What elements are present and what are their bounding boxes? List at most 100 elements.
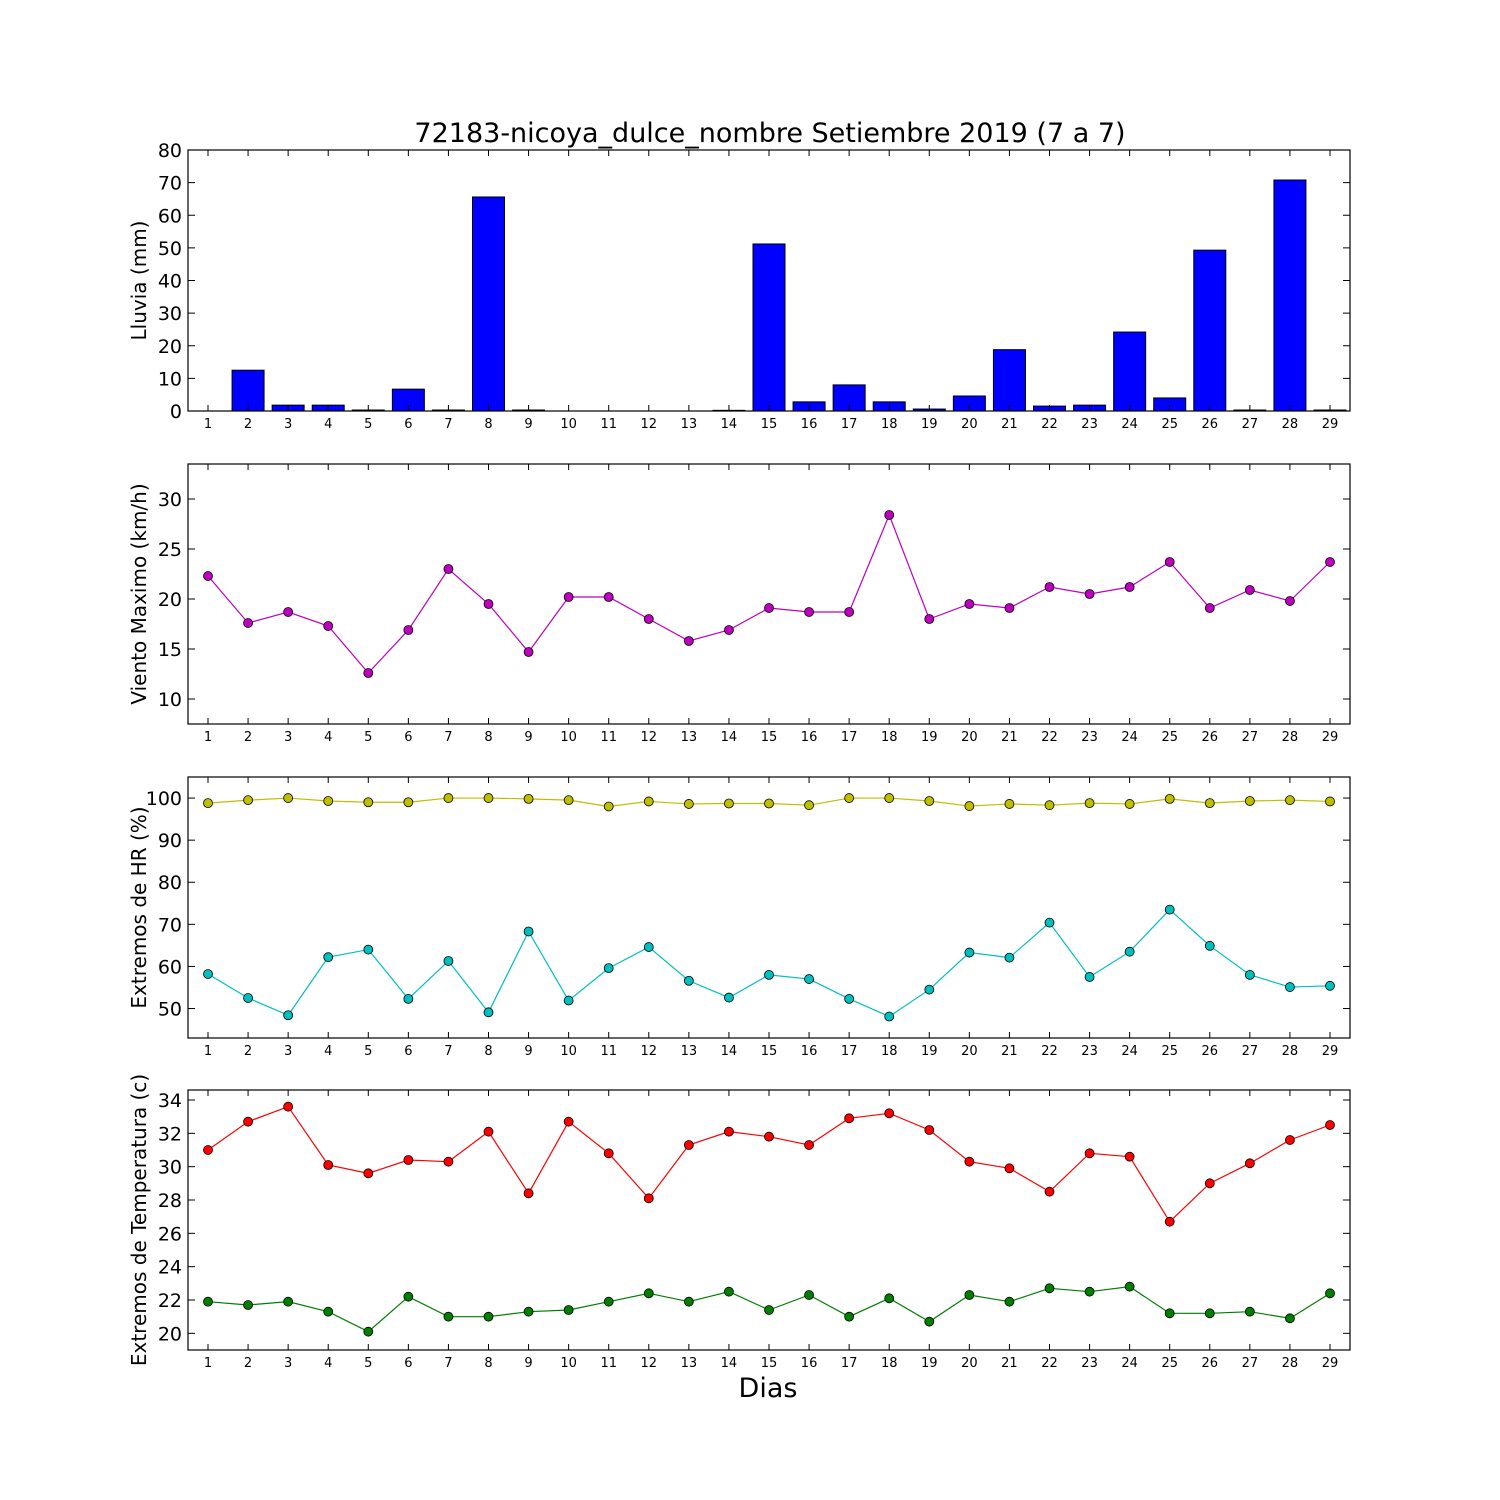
x-tick-label: 8 [484, 730, 492, 745]
x-tick-label: 13 [681, 730, 698, 745]
temperatura-series-0-point-2 [243, 1116, 253, 1127]
x-tick-label: 19 [921, 730, 938, 745]
x-tick-label: 25 [1161, 1044, 1178, 1059]
bar-day-21 [992, 349, 1026, 412]
viento-series-0-point-14 [724, 625, 734, 635]
hr-series-1-line [207, 908, 1331, 1018]
y-tick-label: 15 [158, 639, 182, 661]
x-tick-label: 5 [364, 730, 372, 745]
hr-series-1-point-6 [403, 993, 414, 1004]
viento-series-0-point-7 [443, 564, 454, 574]
x-tick-label: 13 [681, 1044, 698, 1059]
temperatura-series-0-point-23 [1084, 1148, 1095, 1159]
x-tick-label: 17 [841, 1044, 858, 1059]
hr-series-1-point-26 [1204, 940, 1215, 951]
x-tick-label: 16 [801, 1044, 818, 1059]
hr-series-1-point-29 [1325, 980, 1335, 991]
viento-series-0-point-20 [964, 599, 975, 609]
hr-series-0-point-19 [924, 796, 935, 806]
x-tick-label: 1 [204, 1356, 212, 1371]
x-tick-label: 6 [404, 1044, 412, 1059]
hr-series-0-point-11 [603, 801, 614, 812]
x-tick-label: 18 [881, 1356, 898, 1371]
hr-series-1-point-14 [724, 992, 734, 1003]
x-tick-label: 24 [1121, 1044, 1138, 1059]
x-tick-label: 25 [1161, 1356, 1178, 1371]
temperatura-series-0-point-24 [1124, 1151, 1135, 1162]
hr-series-1-point-11 [603, 963, 614, 974]
y-tick-label: 30 [158, 1157, 182, 1179]
viento-series-0-point-24 [1124, 582, 1135, 592]
y-axis-label-viento: Viento Maximo (km/h) [127, 483, 151, 704]
viento-series-0-point-2 [243, 618, 253, 628]
viento-series-0-point-4 [323, 621, 334, 631]
x-tick-label: 7 [444, 417, 452, 432]
x-tick-label: 18 [881, 730, 898, 745]
hr-series-1-point-19 [924, 984, 935, 995]
temperatura-series-1-point-25 [1164, 1308, 1175, 1319]
hr-series-1-point-4 [323, 952, 334, 963]
x-tick-label: 10 [560, 1044, 577, 1059]
viento-series-0-point-16 [804, 607, 814, 617]
x-tick-label: 1 [204, 730, 212, 745]
temperatura-series-1-point-27 [1244, 1306, 1255, 1317]
y-axis-label-temperatura: Extremos de Temperatura (c) [127, 1074, 151, 1366]
temperatura-series-1-point-10 [563, 1305, 574, 1315]
temperatura-series-0-point-13 [683, 1140, 694, 1150]
hr-series-0-point-8 [483, 793, 494, 803]
viento-series-0-point-12 [643, 614, 654, 624]
y-axis-label-hr: Extremos de HR (%) [127, 806, 151, 1008]
hr-series-0-point-3 [283, 793, 294, 803]
temperatura-series-0-point-8 [483, 1126, 494, 1137]
temperatura-series-1-point-23 [1084, 1286, 1095, 1297]
viento-series-0-point-25 [1164, 557, 1175, 567]
hr-series-0-point-24 [1124, 799, 1135, 809]
hr-series-1-point-15 [764, 969, 774, 980]
x-tick-label: 7 [444, 1044, 452, 1059]
hr-series-0-point-18 [884, 793, 895, 803]
y-tick-label: 80 [158, 140, 182, 162]
temperatura-series-1-point-17 [844, 1311, 855, 1322]
temperatura-series-1-point-29 [1325, 1288, 1335, 1299]
x-tick-label: 29 [1322, 1044, 1339, 1059]
hr-series-1-point-5 [363, 944, 374, 955]
temperatura-series-1-point-2 [243, 1300, 253, 1310]
x-tick-label: 11 [600, 730, 617, 745]
hr-series-1-point-28 [1285, 982, 1295, 992]
x-tick-label: 3 [284, 730, 292, 745]
bar-day-2 [231, 369, 265, 412]
x-tick-label: 20 [961, 417, 978, 432]
x-tick-label: 14 [721, 730, 738, 745]
hr-series-1-point-12 [643, 942, 654, 952]
y-tick-label: 34 [158, 1090, 182, 1112]
x-tick-label: 8 [484, 417, 492, 432]
x-tick-label: 23 [1081, 417, 1098, 432]
x-tick-label: 22 [1041, 730, 1058, 745]
x-tick-label: 19 [921, 1356, 938, 1371]
viento-series-0-point-13 [683, 636, 694, 646]
viento-series-0-point-6 [403, 625, 414, 635]
hr-series-1-point-18 [884, 1011, 895, 1022]
x-tick-label: 22 [1041, 1356, 1058, 1371]
temperatura-series-0-point-12 [643, 1193, 654, 1204]
temperatura-series-0-point-25 [1164, 1216, 1175, 1227]
temperatura-series-1-point-19 [924, 1316, 935, 1327]
y-tick-label: 30 [158, 303, 182, 325]
x-tick-label: 5 [364, 1044, 372, 1059]
temperatura-series-1-point-7 [443, 1311, 454, 1322]
temperatura-series-1-point-3 [283, 1296, 294, 1307]
hr-series-0-point-23 [1084, 798, 1095, 808]
hr-series-0-point-25 [1164, 793, 1175, 804]
x-tick-label: 9 [524, 1044, 532, 1059]
temperatura-series-1-point-21 [1004, 1296, 1015, 1307]
x-tick-label: 13 [681, 1356, 698, 1371]
x-tick-label: 11 [600, 1044, 617, 1059]
viento-series-0-line [207, 513, 1331, 674]
x-tick-label: 22 [1041, 417, 1058, 432]
hr-series-0-point-22 [1044, 800, 1055, 811]
hr-series-0-point-2 [243, 795, 253, 806]
x-tick-label: 16 [801, 417, 818, 432]
y-tick-label: 0 [170, 401, 182, 423]
x-tick-label: 26 [1202, 1044, 1219, 1059]
